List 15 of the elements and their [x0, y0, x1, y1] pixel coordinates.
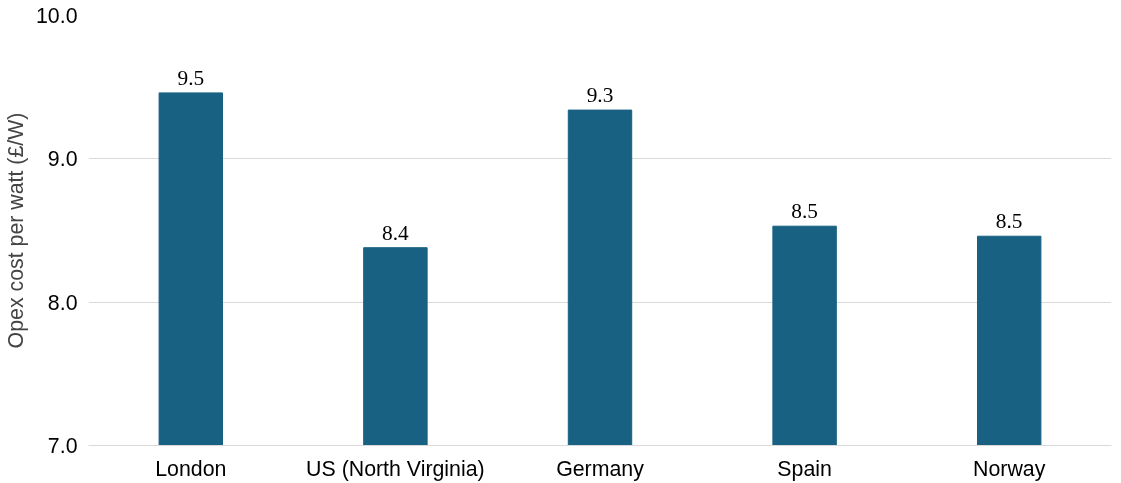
- y-axis-title: Opex cost per watt (£/W): [3, 112, 28, 349]
- data-label: 8.4: [382, 220, 410, 245]
- y-tick-label: 10.0: [35, 4, 78, 28]
- x-tick-label: Germany: [556, 456, 645, 481]
- data-label: 8.5: [995, 209, 1023, 234]
- x-tick-label: Norway: [973, 456, 1046, 481]
- data-label: 9.3: [586, 83, 614, 108]
- x-tick-label: Spain: [777, 456, 832, 481]
- y-tick-label: 7.0: [47, 434, 78, 458]
- x-tick-label: US (North Virginia): [306, 456, 485, 481]
- y-tick-label: 8.0: [47, 290, 78, 315]
- data-label: 8.5: [791, 199, 818, 224]
- x-tick-label: London: [155, 456, 227, 481]
- data-label: 9.5: [177, 65, 205, 90]
- y-tick-label: 9.0: [47, 147, 78, 172]
